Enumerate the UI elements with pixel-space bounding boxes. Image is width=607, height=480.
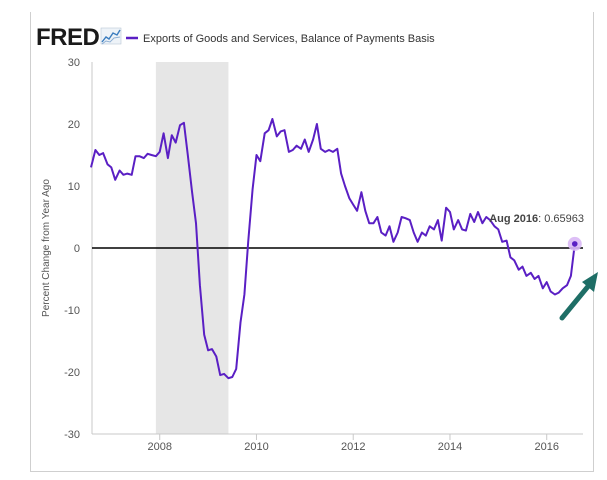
y-axis-title: Percent Change from Year Ago: [41, 179, 52, 317]
y-tick-label: 30: [68, 57, 80, 69]
y-tick-label: -10: [64, 305, 80, 317]
x-tick-label: 2008: [147, 441, 171, 453]
tooltip: Aug 2016: 0.65963: [489, 213, 584, 225]
y-tick-label: -30: [64, 429, 80, 441]
arrow-shaft: [559, 281, 593, 321]
annotation-arrow-icon: [559, 272, 598, 321]
legend-label: Exports of Goods and Services, Balance o…: [143, 33, 435, 45]
tooltip-value: : 0.65963: [538, 213, 584, 225]
fred-chart-icon: [100, 27, 122, 45]
x-tick-label: 2012: [341, 441, 365, 453]
tooltip-date: Aug 2016: [489, 213, 538, 225]
x-tick-label: 2010: [244, 441, 268, 453]
x-tick-label: 2014: [438, 441, 462, 453]
series-line: [90, 118, 576, 380]
fred-logo: FRED: [36, 24, 100, 51]
chart-frame: [30, 12, 594, 472]
icon-line-2: [101, 36, 121, 45]
y-tick-label: 0: [74, 243, 80, 255]
y-tick-label: 20: [68, 119, 80, 131]
y-tick-label: 10: [68, 181, 80, 193]
y-tick-label: -20: [64, 367, 80, 379]
icon-line: [101, 29, 121, 43]
arrow-head: [582, 272, 598, 292]
x-tick-label: 2016: [534, 441, 558, 453]
highlight-point: [571, 241, 578, 247]
